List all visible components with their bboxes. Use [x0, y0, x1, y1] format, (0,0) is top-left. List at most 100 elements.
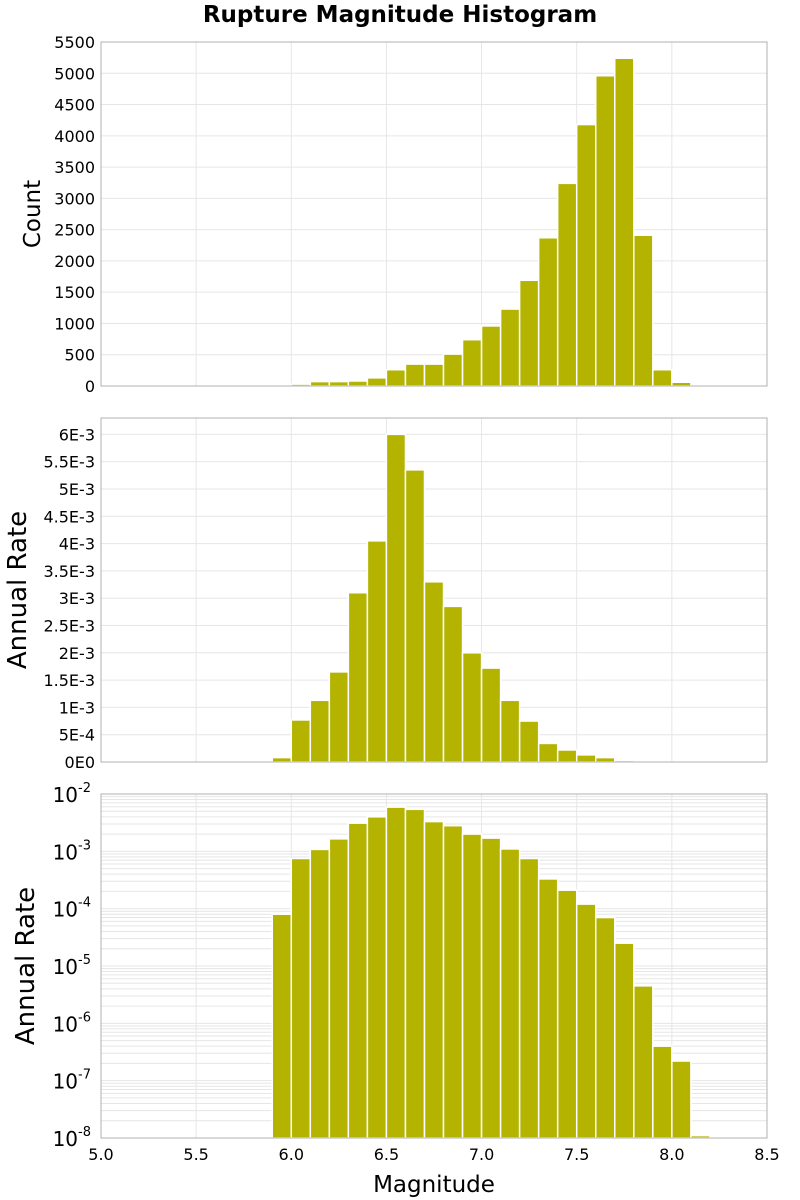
x-tick-label: 7.5 — [564, 1145, 589, 1164]
bar — [480, 325, 502, 387]
y-tick-label: 5.5E-3 — [43, 453, 95, 472]
y-tick-label: 4.5E-3 — [43, 507, 95, 526]
bar — [556, 749, 578, 763]
bar — [614, 57, 635, 387]
y-tick-label: 10-4 — [53, 896, 91, 922]
bar — [385, 368, 407, 387]
y-tick-label: 10-5 — [53, 953, 91, 979]
x-tick-label: 5.5 — [183, 1145, 208, 1164]
bar — [499, 308, 521, 387]
x-axis-label: Magnitude — [373, 1172, 495, 1198]
x-tick-label: 7.0 — [469, 1145, 494, 1164]
panel-2: 0E0 5E-4 1E-3 1.5E-3 2E-3 2.5E-3 3E-3 3.5E-3 4E-… — [3, 417, 768, 772]
y-tick-label: 5E-4 — [59, 726, 95, 745]
y-tick-label: 2500 — [54, 221, 95, 240]
bar — [652, 368, 673, 387]
bar — [309, 380, 331, 387]
y-tick-label: 5500 — [54, 33, 95, 52]
y-tick-label: 1E-3 — [59, 698, 95, 717]
panel-3: 10-2 10-3 10-4 10-5 10-6 10-7 10-8 Annual Rate 5… — [11, 781, 780, 1198]
y-tick-label: 4E-3 — [59, 535, 95, 554]
bar — [328, 380, 350, 387]
bar — [575, 903, 597, 1139]
bar — [518, 720, 540, 763]
bar — [594, 756, 616, 763]
bar — [404, 469, 426, 763]
y-tick-label: 2000 — [54, 252, 95, 271]
bar — [423, 581, 445, 763]
bar — [442, 353, 464, 387]
y-tick-label: 4500 — [54, 96, 95, 115]
panel-1: 0 500 1000 1500 2000 2500 3000 3500 4000 4500 5000… — [20, 33, 768, 396]
y-tick-label: 500 — [64, 346, 95, 365]
bar — [537, 878, 559, 1139]
bar — [309, 848, 331, 1139]
bar — [347, 380, 369, 387]
x-tick-label: 6.5 — [374, 1145, 399, 1164]
x-tick-label: 8.5 — [754, 1145, 779, 1164]
bar — [271, 756, 293, 763]
y-tick-label: 10-6 — [53, 1010, 91, 1036]
bar — [499, 848, 521, 1139]
plot-border — [100, 417, 768, 763]
bar — [518, 857, 540, 1139]
y-tick-label: 3500 — [54, 158, 95, 177]
bar — [385, 806, 407, 1139]
plot-border — [100, 793, 768, 1139]
y-tick-label: 3000 — [54, 189, 95, 208]
bar — [461, 833, 483, 1139]
y-tick-label: 10-7 — [53, 1068, 91, 1094]
y-tick-label: 1000 — [54, 314, 95, 333]
plot-area — [101, 42, 767, 386]
bar — [633, 234, 654, 387]
bar — [480, 667, 502, 763]
y-tick-label: 10-2 — [53, 781, 91, 807]
bar — [366, 540, 388, 763]
bar — [556, 889, 578, 1139]
bar — [366, 816, 388, 1139]
bar — [423, 820, 445, 1139]
bar — [385, 433, 407, 763]
bar — [461, 652, 483, 763]
bar — [347, 822, 369, 1139]
y-tick-label: 3E-3 — [59, 589, 95, 608]
bar — [404, 363, 426, 387]
y-tick-label: 3.5E-3 — [43, 562, 95, 581]
bar — [614, 942, 635, 1139]
bar — [575, 754, 597, 763]
bar — [442, 824, 464, 1139]
bar — [671, 1060, 692, 1139]
bar — [423, 363, 445, 387]
bar — [537, 742, 559, 763]
y-tick-label: 5000 — [54, 64, 95, 83]
y-axis-label: Annual Rate — [3, 511, 33, 669]
y-tick-label: 1.5E-3 — [43, 671, 95, 690]
y-tick-label: 6E-3 — [59, 425, 95, 444]
bar — [328, 671, 350, 763]
y-axis-label: Annual Rate — [11, 887, 41, 1045]
y-tick-label: 10-8 — [53, 1125, 91, 1151]
bar — [347, 591, 369, 763]
y-tick-label: 2E-3 — [59, 644, 95, 663]
y-tick-label: 10-3 — [53, 838, 91, 864]
plot-border — [100, 41, 768, 387]
bar — [499, 699, 521, 763]
y-tick-label: 0 — [85, 377, 95, 396]
bar — [290, 719, 312, 763]
bar — [556, 182, 578, 387]
y-axis-label: Count — [20, 180, 46, 248]
bar — [633, 985, 654, 1139]
bar — [575, 123, 597, 387]
bar — [480, 837, 502, 1139]
bar — [442, 605, 464, 763]
bar — [518, 279, 540, 387]
bar — [271, 913, 293, 1139]
bar — [328, 838, 350, 1139]
bar — [461, 338, 483, 387]
bar — [594, 916, 616, 1139]
bar — [671, 381, 692, 387]
bar — [537, 237, 559, 387]
y-tick-label: 1500 — [54, 283, 95, 302]
